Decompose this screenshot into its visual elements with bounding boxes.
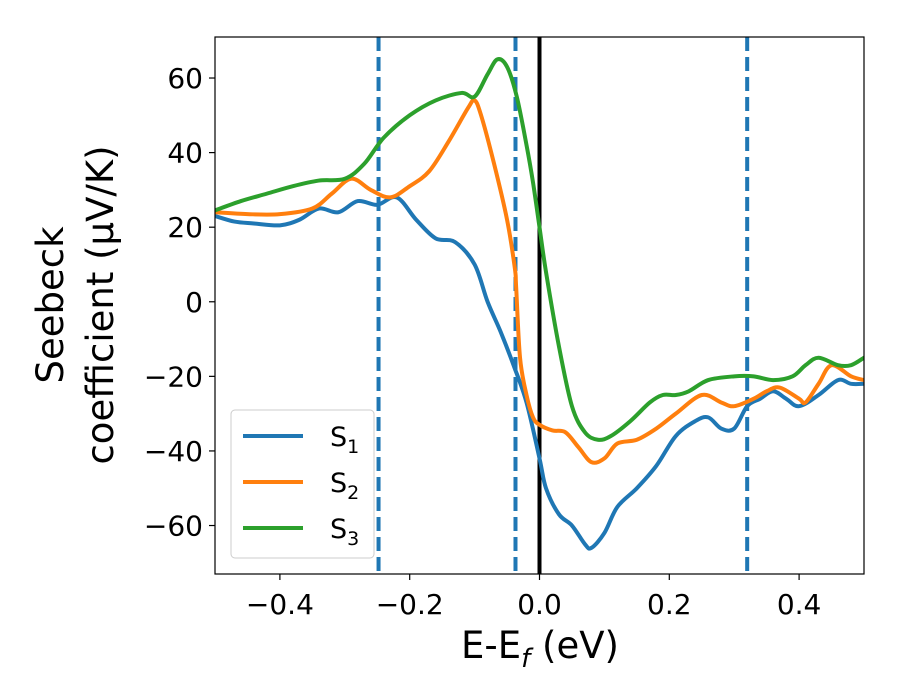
y-tick-label-5: −40 [144,435,203,468]
y-tick-label-1: 40 [167,137,203,170]
x-axis-title: E-Ef (eV) [461,624,619,674]
legend-label-s2: S2 [330,468,359,504]
x-tick-label-2: 0.0 [517,588,562,621]
y-tick-label-3: 0 [185,286,203,319]
y-tick-label-0: 60 [167,62,203,95]
series-line-s3 [215,57,864,442]
plot-layer [215,37,864,574]
y-tick-label-4: −20 [144,360,203,393]
x-axis-title-main: E-E [461,624,521,667]
y-tick-label-6: −60 [144,510,203,543]
x-tick-label-0: −0.4 [246,588,314,621]
legend-label-s1: S1 [330,422,359,458]
series-line-s2 [215,98,864,465]
x-tick-label-4: 0.4 [777,588,822,621]
axes-layer: −0.4 −0.2 0.0 0.2 0.4 60 40 20 0 −20 −40 −60 [144,36,865,621]
series-line-s1 [215,194,864,551]
y-axis-title-line2: coefficient (μV/K) [79,145,122,464]
x-tick-label-3: 0.2 [647,588,692,621]
legend: S1 S2 S3 [230,409,375,559]
legend-label-s3: S3 [330,514,359,550]
x-tick-label-1: −0.2 [376,588,444,621]
x-axis-title-unit: (eV) [530,624,619,667]
y-axis-title-line1: Seebeck [29,226,72,384]
y-tick-label-2: 20 [167,211,203,244]
